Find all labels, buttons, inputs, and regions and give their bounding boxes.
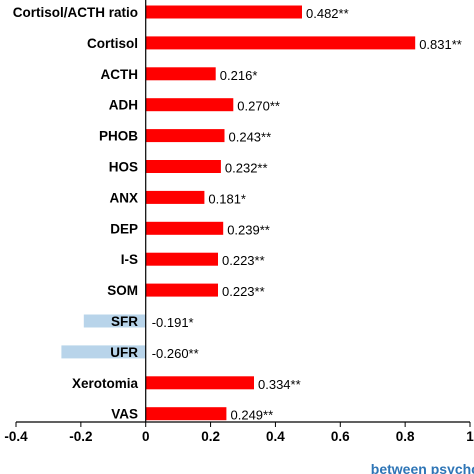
axis-layer: -0.4 -0.2 0 0.2 0.4 0.6 0.8 1	[4, 0, 474, 444]
labels-layer: Cortisol/ACTH ratio 0.482** Cortisol 0.831*…	[13, 5, 462, 423]
value-label: 0.223**	[222, 253, 265, 268]
bar-acth	[145, 67, 216, 81]
category-label: DEP	[110, 221, 138, 236]
bar-phob	[145, 129, 225, 143]
category-label: SOM	[107, 283, 138, 298]
bar-dep	[145, 221, 224, 235]
category-label: ACTH	[101, 67, 139, 82]
bar-cortisol	[145, 36, 416, 50]
category-label: Cortisol/ACTH ratio	[13, 5, 138, 20]
x-tick-label: -0.4	[4, 429, 28, 444]
bar-ufr	[61, 345, 146, 359]
bar-sfr	[83, 314, 146, 328]
value-label: 0.216*	[220, 68, 258, 83]
value-label: 0.334**	[258, 377, 301, 392]
category-label: I-S	[121, 252, 138, 267]
category-label: HOS	[109, 160, 138, 175]
x-tick-label: 0.2	[201, 429, 220, 444]
x-axis-title: between psychological stress	[371, 461, 474, 474]
x-tick-label: 1	[466, 429, 474, 444]
value-label: 0.232**	[225, 161, 268, 176]
category-label: ANX	[109, 190, 138, 205]
value-label: 0.249**	[231, 408, 274, 423]
value-label: -0.260**	[152, 346, 199, 361]
value-label: 0.223**	[222, 284, 265, 299]
category-label: PHOB	[99, 129, 138, 144]
x-tick-label: 0	[142, 429, 150, 444]
bar-i-s	[145, 252, 218, 266]
x-tick-label: 0.6	[331, 429, 350, 444]
category-label: ADH	[109, 98, 138, 113]
value-label: -0.191*	[152, 315, 194, 330]
x-tick-label: -0.2	[69, 429, 92, 444]
value-label: 0.270**	[237, 99, 280, 114]
x-tick-label: 0.4	[266, 429, 285, 444]
value-label: 0.831**	[419, 37, 462, 52]
x-tick-label: 0.8	[396, 429, 415, 444]
bar-xerotomia	[145, 376, 254, 390]
category-label: Xerotomia	[72, 376, 139, 391]
bar-cortisol-acth-ratio	[145, 5, 302, 19]
category-label: Cortisol	[87, 36, 138, 51]
value-label: 0.482**	[306, 6, 349, 21]
value-label: 0.239**	[227, 222, 270, 237]
value-label: 0.243**	[229, 130, 272, 145]
category-label: SFR	[111, 314, 138, 329]
category-label: UFR	[110, 345, 138, 360]
bar-anx	[145, 190, 205, 204]
bar-vas	[145, 407, 227, 421]
value-label: 0.181*	[208, 191, 246, 206]
category-label: VAS	[111, 407, 138, 422]
bars-layer	[61, 5, 416, 421]
bar-adh	[145, 98, 234, 112]
bar-hos	[145, 160, 221, 173]
bar-som	[145, 283, 218, 297]
